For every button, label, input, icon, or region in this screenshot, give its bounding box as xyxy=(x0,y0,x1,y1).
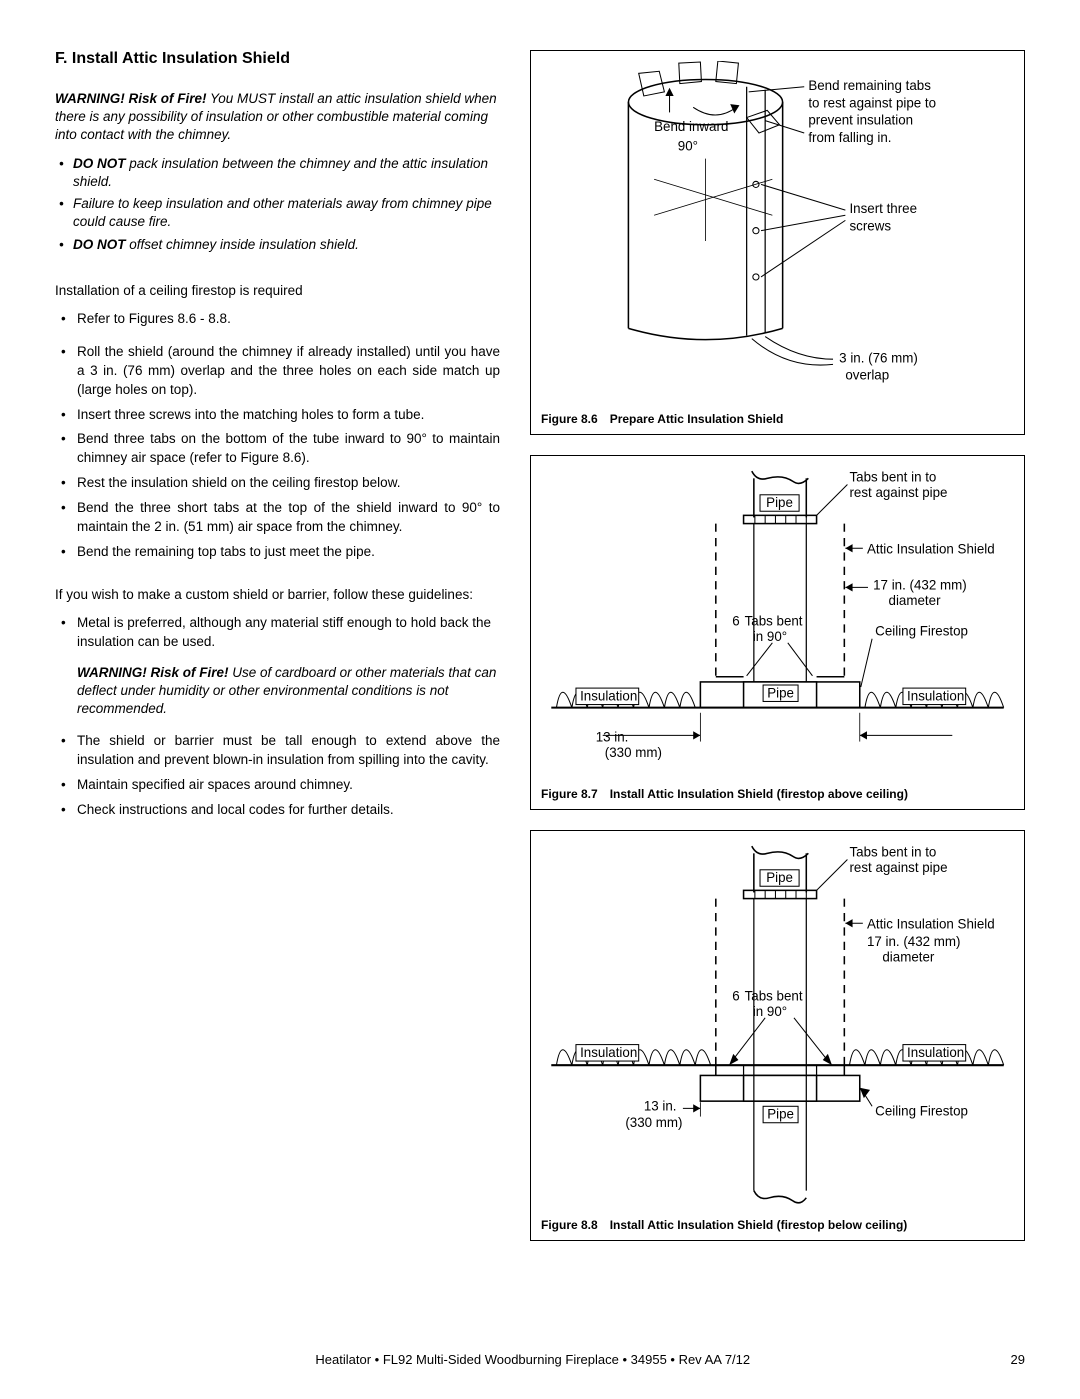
step-1: Refer to Figures 8.6 - 8.8. xyxy=(77,310,500,329)
svg-text:Bend inward: Bend inward xyxy=(654,119,728,134)
custom-para: If you wish to make a custom shield or b… xyxy=(55,586,500,604)
step-7: Bend the remaining top tabs to just meet… xyxy=(77,543,500,562)
svg-text:17 in. (432 mm): 17 in. (432 mm) xyxy=(867,934,961,949)
warning-1: WARNING! Risk of Fire! You MUST install … xyxy=(55,90,500,145)
step-list: Refer to Figures 8.6 - 8.8. Roll the shi… xyxy=(55,310,500,562)
figure-8-8-svg: Pipe Tabs bent in to rest against pipe A… xyxy=(541,841,1014,1211)
step-4: Bend three tabs on the bottom of the tub… xyxy=(77,430,500,468)
svg-text:Insulation: Insulation xyxy=(580,1045,637,1060)
figure-8-8-caption: Figure 8.8Install Attic Insulation Shiel… xyxy=(541,1218,1014,1232)
svg-text:(330 mm): (330 mm) xyxy=(605,745,662,760)
svg-text:Attic Insulation Shield: Attic Insulation Shield xyxy=(867,542,995,557)
step-5: Rest the insulation shield on the ceilin… xyxy=(77,474,500,493)
svg-text:17 in. (432 mm): 17 in. (432 mm) xyxy=(873,578,967,593)
svg-text:Tabs bent: Tabs bent xyxy=(745,614,803,629)
figure-8-6-caption: Figure 8.6Prepare Attic Insulation Shiel… xyxy=(541,412,1014,426)
svg-text:Tabs bent in to: Tabs bent in to xyxy=(849,470,936,485)
svg-text:rest against pipe: rest against pipe xyxy=(849,860,947,875)
svg-text:Pipe: Pipe xyxy=(766,870,793,885)
svg-text:Pipe: Pipe xyxy=(766,496,793,511)
custom-list-1: Metal is preferred, although any materia… xyxy=(55,614,500,652)
custom-rest-1: The shield or barrier must be tall enoug… xyxy=(77,732,500,770)
svg-text:13 in.: 13 in. xyxy=(596,730,629,745)
svg-text:Insulation: Insulation xyxy=(580,689,637,704)
step-2: Roll the shield (around the chimney if a… xyxy=(77,343,500,400)
svg-text:Ceiling Firestop: Ceiling Firestop xyxy=(875,624,968,639)
svg-text:Pipe: Pipe xyxy=(767,686,794,701)
footer-page-number: 29 xyxy=(1011,1352,1025,1367)
svg-text:rest against pipe: rest against pipe xyxy=(849,485,947,500)
svg-text:in 90°: in 90° xyxy=(753,629,787,644)
warning-bullet-list: DO NOT pack insulation between the chimn… xyxy=(55,155,500,254)
svg-text:Insert three: Insert three xyxy=(849,201,917,216)
figure-8-8: Pipe Tabs bent in to rest against pipe A… xyxy=(530,830,1025,1241)
step-6: Bend the three short tabs at the top of … xyxy=(77,499,500,537)
install-para: Installation of a ceiling firestop is re… xyxy=(55,282,500,300)
svg-text:diameter: diameter xyxy=(882,949,935,964)
svg-text:to rest against pipe to: to rest against pipe to xyxy=(808,95,936,110)
svg-text:6: 6 xyxy=(732,988,739,1003)
figure-8-7: Pipe Tabs bent in to rest against pipe A… xyxy=(530,455,1025,810)
warning-1-label: WARNING! Risk of Fire! xyxy=(55,91,207,106)
figure-8-6-svg: Bend inward 90° Bend remaining tabs to r… xyxy=(541,61,1014,405)
svg-text:Bend remaining tabs: Bend remaining tabs xyxy=(808,78,931,93)
page-footer: Heatilator • FL92 Multi-Sided Woodburnin… xyxy=(55,1352,1025,1367)
custom-bullet-1: Metal is preferred, although any materia… xyxy=(77,614,500,652)
step-3: Insert three screws into the matching ho… xyxy=(77,406,500,425)
custom-rest-2: Maintain specified air spaces around chi… xyxy=(77,776,500,795)
svg-text:90°: 90° xyxy=(678,138,698,153)
svg-text:from falling in.: from falling in. xyxy=(808,130,891,145)
footer-center: Heatilator • FL92 Multi-Sided Woodburnin… xyxy=(315,1352,750,1367)
figure-8-6: Bend inward 90° Bend remaining tabs to r… xyxy=(530,50,1025,435)
warn-bullet-3: DO NOT offset chimney inside insulation … xyxy=(73,236,500,254)
svg-text:Insulation: Insulation xyxy=(907,689,964,704)
custom-list-2: The shield or barrier must be tall enoug… xyxy=(55,732,500,820)
svg-text:Tabs bent: Tabs bent xyxy=(745,988,803,1003)
svg-text:Attic Insulation Shield: Attic Insulation Shield xyxy=(867,916,995,931)
svg-text:screws: screws xyxy=(849,219,891,234)
section-title: F. Install Attic Insulation Shield xyxy=(55,50,500,68)
svg-text:prevent insulation: prevent insulation xyxy=(808,113,913,128)
warning-2: WARNING! Risk of Fire! Use of cardboard … xyxy=(77,664,500,719)
svg-text:Tabs bent in to: Tabs bent in to xyxy=(849,844,936,859)
svg-text:Pipe: Pipe xyxy=(767,1107,794,1122)
figure-8-7-caption: Figure 8.7Install Attic Insulation Shiel… xyxy=(541,787,1014,801)
svg-text:overlap: overlap xyxy=(845,368,889,383)
svg-text:Insulation: Insulation xyxy=(907,1045,964,1060)
custom-rest-3: Check instructions and local codes for f… xyxy=(77,801,500,820)
svg-text:diameter: diameter xyxy=(889,593,942,608)
svg-text:13 in.: 13 in. xyxy=(644,1098,677,1113)
svg-text:(330 mm): (330 mm) xyxy=(625,1115,682,1130)
svg-text:6: 6 xyxy=(732,614,739,629)
warn-bullet-2: Failure to keep insulation and other mat… xyxy=(73,195,500,231)
svg-text:in 90°: in 90° xyxy=(753,1004,787,1019)
svg-text:Ceiling Firestop: Ceiling Firestop xyxy=(875,1104,968,1119)
svg-text:3 in. (76 mm): 3 in. (76 mm) xyxy=(839,350,918,365)
warning-2-label: WARNING! Risk of Fire! xyxy=(77,665,229,680)
warn-bullet-1: DO NOT pack insulation between the chimn… xyxy=(73,155,500,191)
figure-8-7-svg: Pipe Tabs bent in to rest against pipe A… xyxy=(541,466,1014,780)
